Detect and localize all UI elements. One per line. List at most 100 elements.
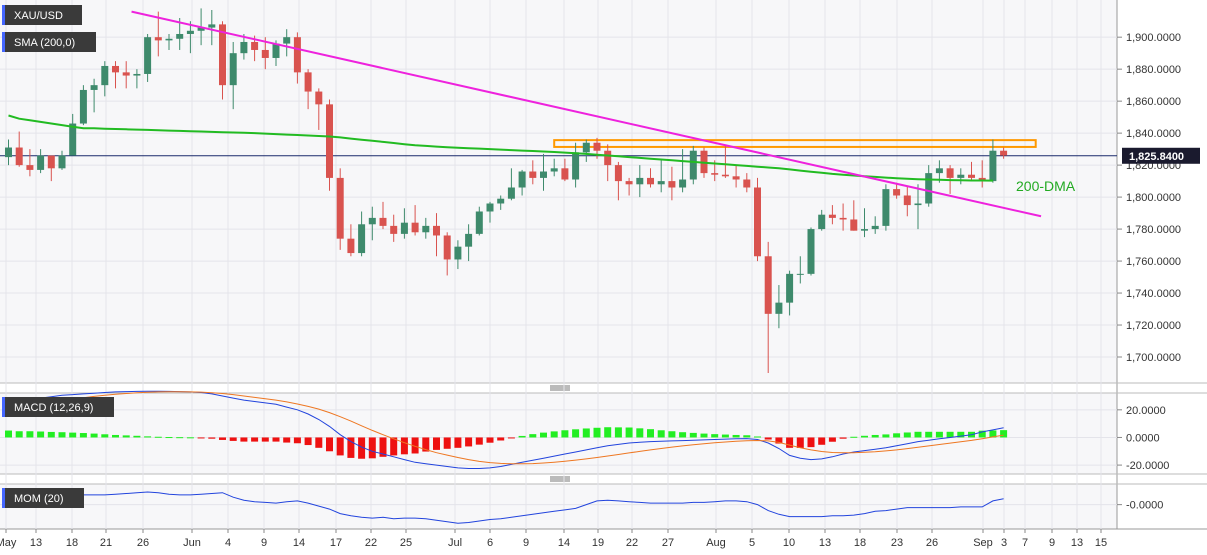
candle-body: [668, 181, 676, 188]
macd-histogram-bar: [893, 433, 901, 438]
candle-body: [572, 152, 580, 180]
candle-body: [828, 214, 836, 218]
candle-body: [582, 142, 590, 153]
price-tick-label: 1,880.0000: [1126, 64, 1181, 76]
macd-histogram-bar: [861, 435, 868, 438]
candle-body: [754, 187, 761, 257]
candle-body: [497, 198, 505, 204]
macd-histogram-bar: [679, 432, 687, 438]
symbol-label[interactable]: XAU/USD: [2, 5, 82, 25]
macd-histogram-bar: [165, 437, 173, 439]
macd-tick-label: 20.0000: [1126, 405, 1166, 417]
candle-body: [219, 24, 226, 86]
candle-body: [839, 217, 847, 220]
candle-body: [507, 187, 515, 199]
candle-body: [186, 30, 194, 34]
candle-body: [518, 171, 526, 188]
macd-histogram-bar: [721, 434, 729, 438]
macd-histogram-bar: [208, 437, 216, 439]
macd-tick-label: 0.0000: [1126, 432, 1160, 444]
macd-histogram-bar: [251, 437, 259, 442]
macd-histogram-bar: [796, 437, 804, 448]
macd-resize-handle[interactable]: [550, 385, 570, 391]
candle-body: [732, 176, 740, 180]
x-tick-label: 18: [66, 537, 78, 549]
macd-histogram-bar: [422, 437, 430, 452]
macd-histogram-bar: [486, 437, 494, 443]
candle-body: [721, 174, 729, 177]
x-tick-label: 13: [1071, 537, 1083, 549]
macd-histogram-bar: [400, 437, 408, 455]
axes: May 13 18 21 26 Jun 4 9 14 17 22 25 Jul 6 9 14 19 22 27 Aug…: [0, 32, 1181, 549]
x-tick-label: 14: [558, 537, 570, 549]
candle-body: [968, 174, 975, 178]
candle-body: [315, 91, 323, 105]
candle-body: [540, 171, 547, 178]
macd-histogram-bar: [989, 430, 997, 438]
x-tick-label: 22: [365, 537, 377, 549]
macd-histogram-bar: [711, 434, 719, 438]
x-tick-label: 5: [749, 537, 755, 549]
candle-body: [454, 246, 462, 260]
candle-body: [946, 168, 954, 178]
current-price-tag: 1,825.8400: [1122, 147, 1200, 164]
candle-body: [240, 41, 248, 54]
macd-histogram-bar: [240, 437, 248, 442]
candle-body: [786, 273, 794, 303]
macd-histogram-bar: [647, 429, 654, 438]
x-tick-label: 3: [1001, 537, 1007, 549]
macd-histogram-bar: [625, 427, 633, 438]
price-series: [0, 8, 1117, 374]
candle-body: [347, 238, 355, 254]
macd-histogram-bar: [58, 432, 66, 438]
candle-body: [818, 214, 826, 230]
macd-histogram-bar: [122, 435, 130, 438]
candle-body: [743, 179, 751, 188]
candle-body: [368, 217, 376, 225]
macd-histogram-bar: [390, 437, 398, 456]
x-tick-label: Jul: [448, 537, 462, 549]
macd-indicator-label-text: MACD (12,26,9): [14, 402, 93, 414]
macd-histogram-bar: [186, 437, 194, 439]
x-tick-label: Jun: [183, 537, 201, 549]
macd-histogram-bar: [786, 437, 794, 448]
candle-body: [79, 89, 87, 124]
x-tick-label: Aug: [706, 537, 726, 549]
price-tick-label: 1,700.0000: [1126, 352, 1181, 364]
candle-body: [122, 72, 130, 76]
macd-histogram-bar: [636, 428, 644, 438]
candle-body: [15, 147, 23, 166]
candle-body: [443, 235, 451, 260]
mom-indicator-label-text: MOM (20): [14, 493, 64, 505]
candle-body: [400, 222, 408, 234]
candle-body: [903, 195, 911, 206]
macd-histogram-bar: [657, 430, 665, 438]
mom-indicator-label[interactable]: MOM (20): [2, 488, 84, 508]
macd-indicator-label[interactable]: MACD (12,26,9): [2, 397, 114, 417]
macd-tick-label: -20.0000: [1126, 460, 1169, 472]
price-panel[interactable]: [0, 0, 1117, 383]
mom-resize-handle[interactable]: [550, 476, 570, 482]
sma-indicator-label[interactable]: SMA (200,0): [2, 32, 96, 52]
macd-histogram-bar: [293, 437, 301, 444]
macd-histogram-bar: [283, 437, 291, 443]
candle-body: [593, 142, 601, 151]
candle-body: [465, 233, 473, 247]
macd-histogram-bar: [828, 437, 836, 442]
candle-body: [1000, 150, 1008, 156]
macd-histogram-bar: [946, 431, 954, 438]
x-tick-label: May: [0, 537, 17, 549]
candle-body: [154, 37, 162, 41]
price-tick-label: 1,760.0000: [1126, 256, 1181, 268]
macd-histogram-bar: [540, 432, 547, 438]
macd-histogram-bar: [807, 437, 815, 448]
macd-histogram-bar: [582, 428, 590, 438]
x-tick-label: 13: [30, 537, 42, 549]
mom-panel[interactable]: [0, 484, 1117, 529]
candle-body: [925, 173, 933, 204]
macd-histogram-bar: [79, 433, 87, 438]
current-price-value: 1,825.8400: [1129, 151, 1184, 163]
candle-body: [58, 155, 66, 169]
x-tick-label: 9: [1049, 537, 1055, 549]
